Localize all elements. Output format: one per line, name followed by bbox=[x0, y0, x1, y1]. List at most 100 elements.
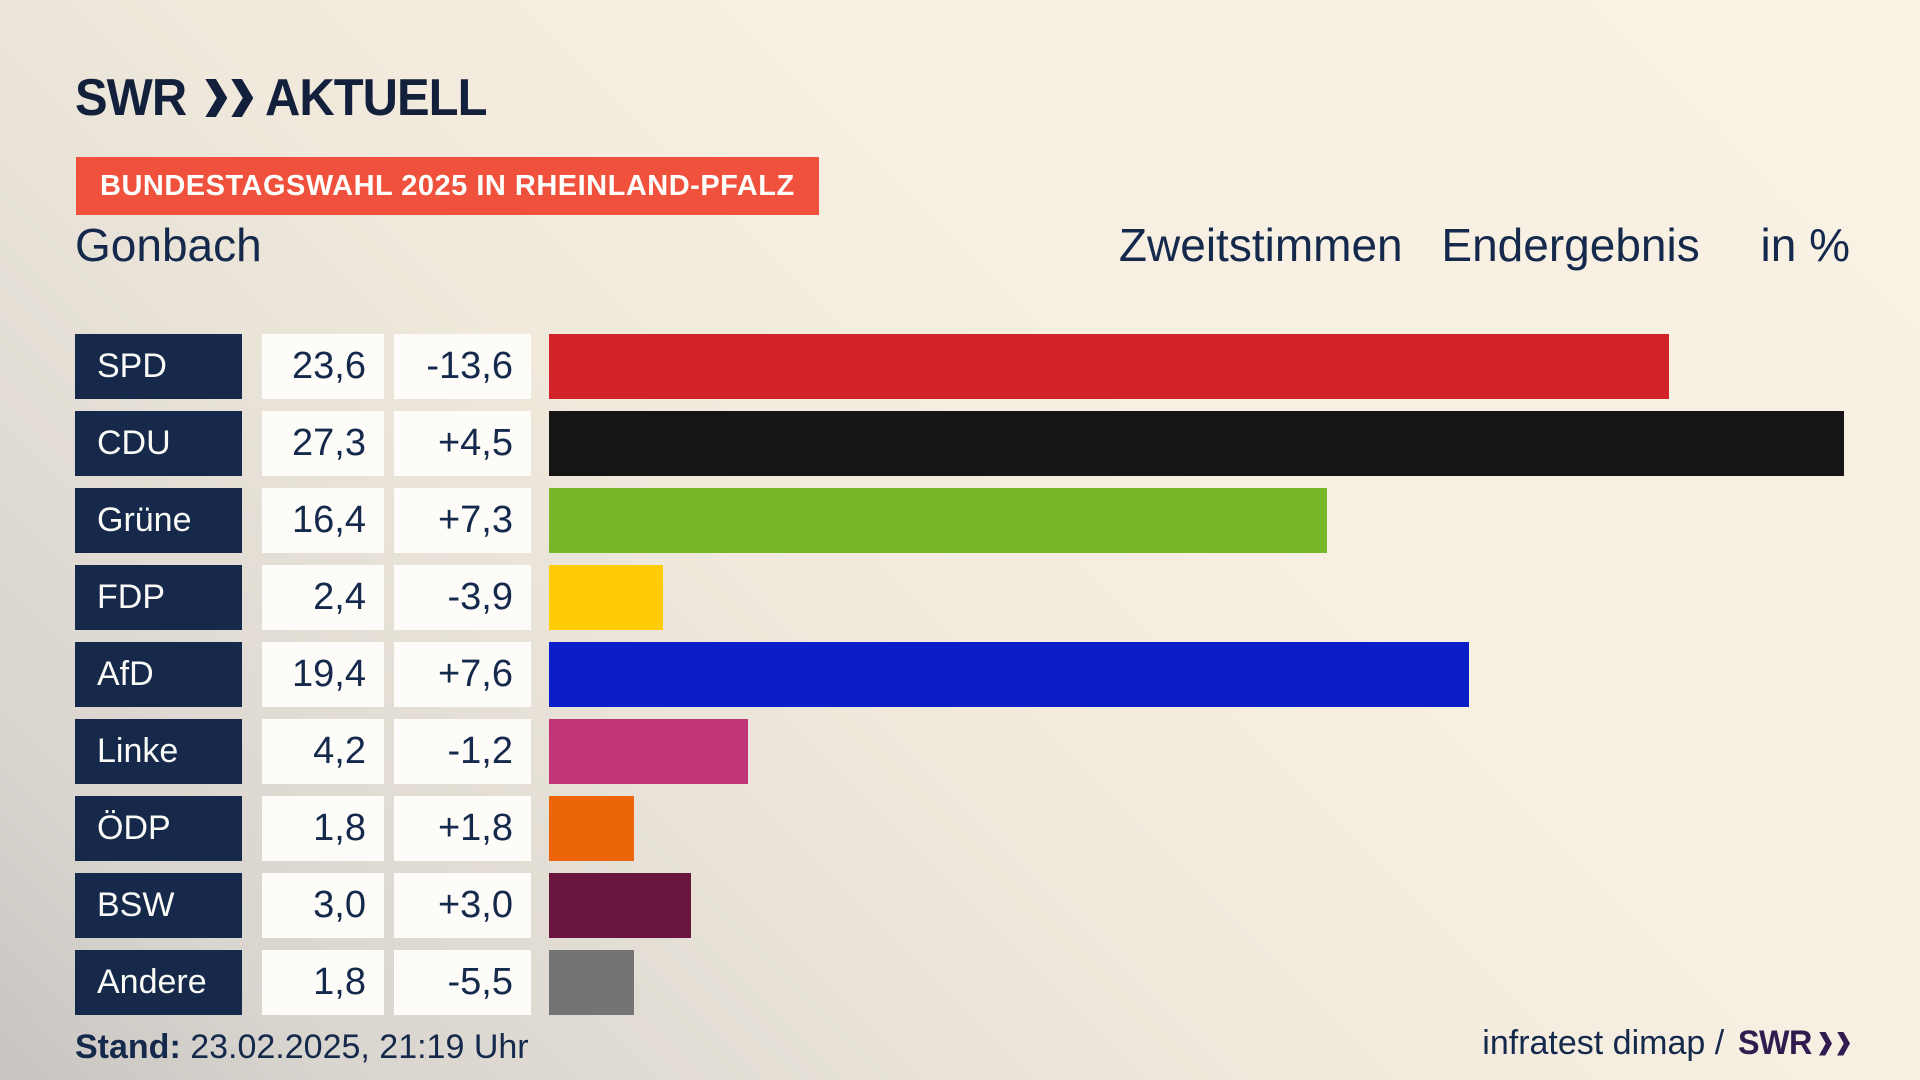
bar-track bbox=[549, 334, 1920, 399]
party-name: BSW bbox=[97, 886, 175, 924]
party-label-box: CDU bbox=[75, 411, 242, 476]
result-value-box: 27,3 bbox=[262, 411, 384, 476]
party-result-row: Grüne 16,4 +7,3 bbox=[0, 488, 1920, 553]
party-result-row: AfD 19,4 +7,6 bbox=[0, 642, 1920, 707]
chevron-right-icon bbox=[1837, 1031, 1850, 1056]
delta-value: +1,8 bbox=[437, 807, 513, 849]
delta-value: -1,2 bbox=[447, 730, 513, 772]
party-result-row: Andere 1,8 -5,5 bbox=[0, 950, 1920, 1015]
chevron-right-icon bbox=[1819, 1031, 1832, 1056]
delta-value: +7,3 bbox=[437, 499, 513, 541]
result-value-box: 19,4 bbox=[262, 642, 384, 707]
party-name: Linke bbox=[97, 732, 179, 770]
chart-title-part-endergebnis: Endergebnis bbox=[1441, 219, 1700, 271]
result-value-box: 4,2 bbox=[262, 719, 384, 784]
delta-value-box: -1,2 bbox=[394, 719, 531, 784]
party-label-box: Grüne bbox=[75, 488, 242, 553]
result-value: 3,0 bbox=[313, 884, 366, 926]
delta-value: -5,5 bbox=[447, 961, 513, 1003]
delta-value: +7,6 bbox=[437, 653, 513, 695]
result-value-box: 2,4 bbox=[262, 565, 384, 630]
delta-value: +4,5 bbox=[437, 422, 513, 464]
delta-value-box: +7,3 bbox=[394, 488, 531, 553]
party-name: ÖDP bbox=[97, 809, 171, 847]
delta-value-box: -13,6 bbox=[394, 334, 531, 399]
party-result-row: FDP 2,4 -3,9 bbox=[0, 565, 1920, 630]
result-bar bbox=[549, 642, 1470, 707]
party-result-row: ÖDP 1,8 +1,8 bbox=[0, 796, 1920, 861]
party-result-row: BSW 3,0 +3,0 bbox=[0, 873, 1920, 938]
party-label-box: Andere bbox=[75, 950, 242, 1015]
party-result-row: CDU 27,3 +4,5 bbox=[0, 411, 1920, 476]
delta-value: -3,9 bbox=[447, 576, 513, 618]
result-value-box: 1,8 bbox=[262, 950, 384, 1015]
chart-title-part-zweitstimmen: Zweitstimmen bbox=[1118, 219, 1403, 271]
bar-track bbox=[549, 642, 1920, 707]
footer-logo-swr-text: SWR bbox=[1738, 1024, 1813, 1062]
logo-swr-text: SWR bbox=[75, 69, 187, 127]
bar-track bbox=[549, 411, 1920, 476]
result-value: 27,3 bbox=[292, 422, 366, 464]
party-name: FDP bbox=[97, 578, 165, 616]
result-value-box: 1,8 bbox=[262, 796, 384, 861]
party-label-box: SPD bbox=[75, 334, 242, 399]
result-value: 1,8 bbox=[313, 961, 366, 1003]
delta-value-box: +3,0 bbox=[394, 873, 531, 938]
party-label-box: FDP bbox=[75, 565, 242, 630]
double-chevron-icon bbox=[205, 79, 254, 117]
result-value: 23,6 bbox=[292, 345, 366, 387]
bar-track bbox=[549, 796, 1920, 861]
result-bar bbox=[549, 411, 1845, 476]
party-result-row: Linke 4,2 -1,2 bbox=[0, 719, 1920, 784]
swr-footer-logo: SWR bbox=[1736, 1024, 1850, 1063]
result-bar bbox=[549, 488, 1327, 553]
election-badge-label: BUNDESTAGSWAHL 2025 IN RHEINLAND-PFALZ bbox=[100, 169, 795, 202]
result-value: 2,4 bbox=[313, 576, 366, 618]
result-bar bbox=[549, 873, 692, 938]
chart-title: Zweitstimmen Endergebnis in % bbox=[1119, 218, 1850, 272]
delta-value: -13,6 bbox=[426, 345, 513, 387]
delta-value: +3,0 bbox=[437, 884, 513, 926]
stand-label: Stand: bbox=[75, 1028, 181, 1066]
bar-track bbox=[549, 950, 1920, 1015]
delta-value-box: +4,5 bbox=[394, 411, 531, 476]
delta-value-box: +7,6 bbox=[394, 642, 531, 707]
election-badge: BUNDESTAGSWAHL 2025 IN RHEINLAND-PFALZ bbox=[76, 157, 819, 215]
delta-value-box: -5,5 bbox=[394, 950, 531, 1015]
party-name: Andere bbox=[97, 963, 207, 1001]
party-label-box: Linke bbox=[75, 719, 242, 784]
party-label-box: BSW bbox=[75, 873, 242, 938]
result-value: 16,4 bbox=[292, 499, 366, 541]
result-value: 19,4 bbox=[292, 653, 366, 695]
source-attribution: infratest dimap / SWR bbox=[1482, 1024, 1850, 1063]
result-value-box: 23,6 bbox=[262, 334, 384, 399]
bar-track bbox=[549, 565, 1920, 630]
party-name: SPD bbox=[97, 347, 167, 385]
source-text: infratest dimap / bbox=[1482, 1024, 1725, 1062]
title-row: Gonbach Zweitstimmen Endergebnis in % bbox=[75, 218, 1850, 272]
result-bar bbox=[549, 796, 635, 861]
bar-track bbox=[549, 719, 1920, 784]
party-label-box: AfD bbox=[75, 642, 242, 707]
party-name: Grüne bbox=[97, 501, 192, 539]
stand-value: 23.02.2025, 21:19 Uhr bbox=[180, 1028, 529, 1066]
result-bar bbox=[549, 334, 1669, 399]
result-value-box: 3,0 bbox=[262, 873, 384, 938]
result-bar bbox=[549, 565, 663, 630]
logo-aktuell-text: AKTUELL bbox=[265, 69, 487, 127]
result-value: 1,8 bbox=[313, 807, 366, 849]
result-bar bbox=[549, 950, 635, 1015]
party-name: AfD bbox=[97, 655, 154, 693]
timestamp: Stand: 23.02.2025, 21:19 Uhr bbox=[75, 1028, 529, 1067]
municipality-title: Gonbach bbox=[75, 219, 262, 271]
delta-value-box: -3,9 bbox=[394, 565, 531, 630]
party-result-row: SPD 23,6 -13,6 bbox=[0, 334, 1920, 399]
delta-value-box: +1,8 bbox=[394, 796, 531, 861]
bar-track bbox=[549, 488, 1920, 553]
party-label-box: ÖDP bbox=[75, 796, 242, 861]
result-value: 4,2 bbox=[313, 730, 366, 772]
result-bar bbox=[549, 719, 749, 784]
party-name: CDU bbox=[97, 424, 171, 462]
